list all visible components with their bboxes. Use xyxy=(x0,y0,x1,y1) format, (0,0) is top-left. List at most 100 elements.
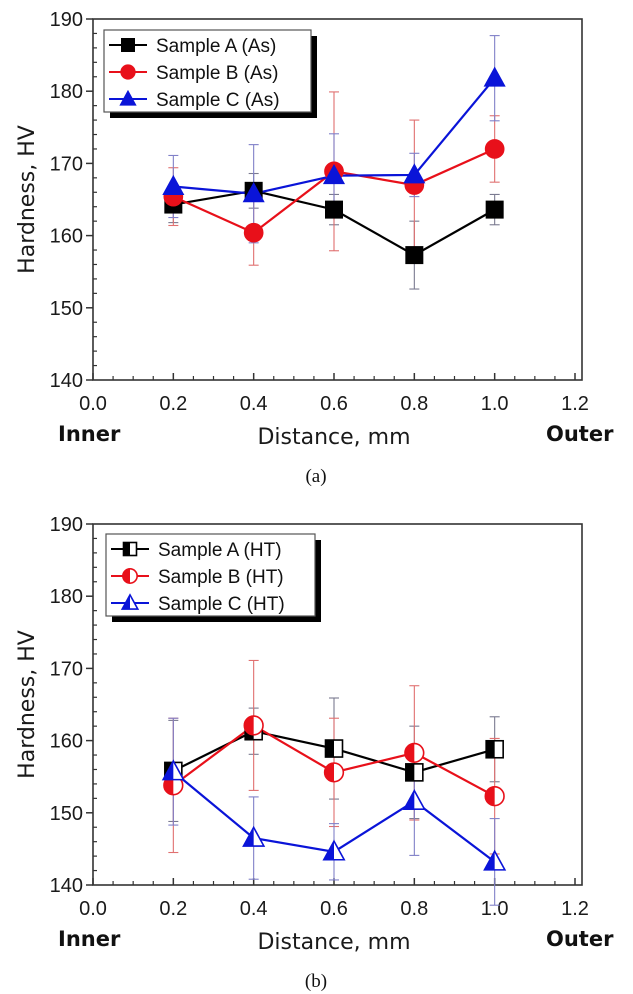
x-tick-label: 1.0 xyxy=(481,898,509,920)
legend-marker-square xyxy=(121,38,135,52)
data-point-triangle xyxy=(161,759,185,781)
data-point-square xyxy=(485,200,504,219)
legend-label: Sample A (As) xyxy=(156,36,276,57)
marker-outline xyxy=(322,839,346,861)
y-tick-label: 150 xyxy=(50,803,83,825)
marker-outline xyxy=(161,759,185,781)
marker-shape xyxy=(484,139,505,159)
marker-outline xyxy=(242,825,266,847)
marker-shape xyxy=(242,182,265,203)
y-tick-label: 150 xyxy=(50,298,83,320)
data-point-triangle xyxy=(483,849,507,871)
legend: Sample A (As) Sample B (As) Sample C (As) xyxy=(103,29,317,118)
side-label-inner: Inner xyxy=(58,927,121,951)
marker-fill-half xyxy=(324,763,334,782)
legend-item: Sample A (HT) xyxy=(111,540,282,561)
x-tick-label: 0.6 xyxy=(320,898,348,920)
x-tick-label: 1.2 xyxy=(561,898,589,920)
x-tick-label: 0.8 xyxy=(400,898,428,920)
y-tick-label: 160 xyxy=(50,731,83,753)
marker-shape xyxy=(243,222,264,243)
data-point-circle xyxy=(484,786,505,807)
marker-fill-half xyxy=(486,740,495,758)
x-tick-label: 0.0 xyxy=(79,393,107,415)
marker-fill-half xyxy=(123,542,130,556)
y-tick-label: 170 xyxy=(50,153,83,175)
data-point-triangle xyxy=(483,66,506,87)
legend-marker-triangle xyxy=(120,593,140,610)
legend-marker-triangle xyxy=(119,89,137,106)
x-axis-title: Distance, mm xyxy=(257,425,410,450)
x-tick-label: 1.2 xyxy=(561,393,589,415)
marker-shape xyxy=(121,38,135,52)
legend-marker-circle xyxy=(120,64,136,80)
data-point-square xyxy=(325,200,343,219)
marker-outline xyxy=(484,786,505,807)
marker-outline xyxy=(324,739,344,758)
y-tick-label: 180 xyxy=(50,81,83,103)
marker-shape xyxy=(403,163,426,184)
marker-shape xyxy=(325,200,343,219)
legend-label: Sample C (HT) xyxy=(158,594,285,615)
x-tick-label: 0.6 xyxy=(320,393,348,415)
y-tick-label: 140 xyxy=(50,875,83,897)
x-axis-title: Distance, mm xyxy=(257,930,410,955)
data-point-triangle xyxy=(162,174,185,195)
legend-item: Sample B (HT) xyxy=(111,567,284,588)
marker-shape xyxy=(322,164,346,185)
data-point-triangle xyxy=(322,164,346,185)
data-point-triangle xyxy=(403,163,426,184)
chart-panel-a: 140 150 160 170 180 190 0.0 0.2 0.4 0.6 0.8 1.0 1.2 H… xyxy=(15,9,614,450)
legend-item: Sample B (As) xyxy=(109,63,278,84)
marker-shape xyxy=(405,246,424,265)
marker-outline xyxy=(120,593,140,610)
legend: Sample A (HT) Sample B (HT) Sample C (HT) xyxy=(105,533,321,622)
marker-outline xyxy=(243,715,264,736)
legend-label: Sample C (As) xyxy=(156,90,280,111)
marker-fill-half xyxy=(244,716,254,735)
marker-fill-half xyxy=(405,763,415,781)
data-point-square xyxy=(324,739,344,758)
marker-outline xyxy=(323,762,345,783)
legend-marker-circle xyxy=(122,568,138,584)
marker-shape xyxy=(119,89,137,106)
data-point-triangle xyxy=(242,182,265,203)
legend-label: Sample A (HT) xyxy=(158,540,282,561)
data-point-circle xyxy=(323,762,345,783)
y-tick-label: 140 xyxy=(50,370,83,392)
y-axis-title: Hardness, HV xyxy=(15,125,40,274)
y-tick-label: 180 xyxy=(50,586,83,608)
marker-fill-half xyxy=(485,786,495,806)
side-label-outer: Outer xyxy=(546,422,614,446)
data-point-circle xyxy=(484,139,505,159)
side-label-inner: Inner xyxy=(58,422,121,446)
data-point-circle xyxy=(243,715,264,736)
marker-shape xyxy=(120,64,136,80)
plot-frame xyxy=(92,523,583,886)
marker-shape xyxy=(483,66,506,87)
x-tick-label: 0.8 xyxy=(400,393,428,415)
data-point-circle xyxy=(243,222,264,243)
x-tick-label: 0.4 xyxy=(240,393,268,415)
data-point-triangle xyxy=(402,788,426,811)
marker-fill-half xyxy=(325,740,334,758)
data-point-triangle xyxy=(322,839,346,861)
legend-label: Sample B (HT) xyxy=(158,567,284,588)
marker-outline xyxy=(122,568,138,584)
caption-b: (b) xyxy=(305,971,327,992)
legend-item: Sample C (As) xyxy=(109,89,280,111)
data-point-circle xyxy=(163,775,184,796)
x-tick-label: 0.4 xyxy=(240,898,268,920)
marker-shape xyxy=(485,200,504,219)
marker-fill-half xyxy=(404,743,415,763)
marker-outline xyxy=(122,541,138,557)
marker-fill-half xyxy=(163,776,174,795)
x-tick-label: 0.2 xyxy=(159,393,187,415)
caption-a: (a) xyxy=(305,466,326,487)
legend-label: Sample B (As) xyxy=(156,63,278,84)
y-tick-label: 170 xyxy=(50,658,83,680)
legend-marker-square xyxy=(122,541,138,557)
y-axis-title: Hardness, HV xyxy=(15,630,40,779)
data-point-square xyxy=(405,246,424,265)
